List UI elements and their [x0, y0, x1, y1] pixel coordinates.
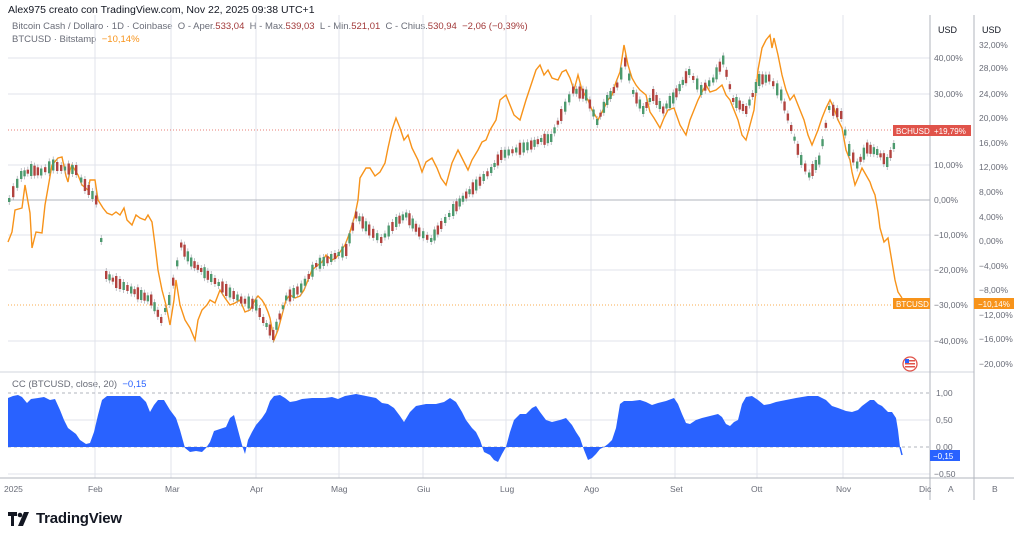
- svg-text:Lug: Lug: [500, 484, 514, 494]
- left-tick: 30,00%: [934, 89, 963, 99]
- indicator-name: CC (BTCUSD, close, 20): [12, 379, 118, 390]
- svg-text:32,00%: 32,00%: [979, 40, 1008, 50]
- svg-text:Mag: Mag: [331, 484, 348, 494]
- tradingview-logo-icon: [8, 511, 29, 526]
- svg-text:0,00: 0,00: [936, 442, 953, 452]
- open-value: 533,04: [215, 21, 245, 32]
- left-scale-labels: USD 40,00% 30,00% 10,00% 0,00% −10,00% −…: [934, 25, 968, 346]
- svg-text:BCHUSD: BCHUSD: [896, 127, 930, 136]
- pane-label-a: A: [948, 484, 954, 494]
- indicator-legend[interactable]: CC (BTCUSD, close, 20) −0,15: [12, 379, 146, 390]
- svg-text:2025: 2025: [4, 484, 23, 494]
- btc-last-badge: BTCUSD −10,14%: [893, 298, 1014, 309]
- left-tick: 0,00%: [934, 195, 959, 205]
- svg-text:4,00%: 4,00%: [979, 212, 1004, 222]
- svg-text:Feb: Feb: [88, 484, 103, 494]
- chart-caption: Alex975 creato con TradingView.com, Nov …: [8, 4, 315, 16]
- tradingview-wordmark: TradingView: [36, 510, 122, 527]
- left-tick: −10,00%: [934, 230, 968, 240]
- svg-text:+19,79%: +19,79%: [934, 127, 966, 136]
- svg-text:Ago: Ago: [584, 484, 599, 494]
- left-tick: −20,00%: [934, 265, 968, 275]
- cc-indicator-area[interactable]: [8, 394, 900, 462]
- low-value: 521,01: [351, 21, 381, 32]
- time-axis-labels: 2025 Feb Mar Apr Mag Giu Lug Ago Set Ott…: [4, 484, 998, 494]
- us-flag-event-icon[interactable]: [902, 356, 918, 372]
- svg-text:Ott: Ott: [751, 484, 763, 494]
- indicator-value: −0,15: [122, 379, 147, 390]
- svg-text:−4,00%: −4,00%: [979, 261, 1009, 271]
- svg-text:1,00: 1,00: [936, 388, 953, 398]
- bchusd-candles[interactable]: [8, 52, 896, 344]
- svg-text:8,00%: 8,00%: [979, 187, 1004, 197]
- btcusd-line[interactable]: [7, 33, 903, 343]
- close-value: 530,94: [427, 21, 457, 32]
- svg-text:−0,50: −0,50: [934, 469, 956, 479]
- svg-text:Set: Set: [670, 484, 683, 494]
- pane-label-b: B: [992, 484, 998, 494]
- left-tick: −40,00%: [934, 336, 968, 346]
- change-value: −2,06 (−0,39%): [462, 21, 528, 32]
- compare-symbol: BTCUSD · Bitstamp: [12, 34, 97, 45]
- tradingview-logo[interactable]: TradingView: [8, 510, 122, 527]
- svg-text:0,00%: 0,00%: [979, 236, 1004, 246]
- compare-series-legend[interactable]: BTCUSD · Bitstamp −10,14%: [12, 34, 140, 45]
- bch-last-badge: BCHUSD +19,79%: [893, 125, 971, 136]
- svg-text:BTCUSD: BTCUSD: [896, 300, 929, 309]
- left-tick: 40,00%: [934, 53, 963, 63]
- svg-text:−8,00%: −8,00%: [979, 285, 1009, 295]
- svg-text:−10,14%: −10,14%: [978, 300, 1010, 309]
- svg-text:−0,15: −0,15: [933, 452, 954, 461]
- open-label: O - Aper.: [177, 21, 216, 32]
- symbol-description: Bitcoin Cash / Dollaro · 1D · Coinbase: [12, 21, 173, 32]
- cc-last-tick: [899, 446, 903, 456]
- left-tick: −30,00%: [934, 300, 968, 310]
- svg-text:20,00%: 20,00%: [979, 113, 1008, 123]
- main-series-legend[interactable]: Bitcoin Cash / Dollaro · 1D · Coinbase O…: [12, 21, 528, 32]
- left-scale-currency: USD: [938, 25, 958, 35]
- high-value: 539,03: [285, 21, 315, 32]
- svg-text:Mar: Mar: [165, 484, 180, 494]
- svg-text:−16,00%: −16,00%: [979, 334, 1013, 344]
- indicator-scale-labels: 1,00 0,50 0,00 −0,50: [934, 388, 956, 479]
- svg-text:16,00%: 16,00%: [979, 138, 1008, 148]
- svg-text:0,50: 0,50: [936, 415, 953, 425]
- right-scale-currency: USD: [982, 25, 1002, 35]
- svg-text:−12,00%: −12,00%: [979, 310, 1013, 320]
- svg-text:Apr: Apr: [250, 484, 263, 494]
- right-scale-labels: USD 32,00% 28,00% 24,00% 20,00% 16,00% 1…: [979, 25, 1013, 369]
- high-label: H - Max.: [249, 21, 286, 32]
- svg-text:Giu: Giu: [417, 484, 431, 494]
- svg-text:Nov: Nov: [836, 484, 852, 494]
- svg-text:Dic: Dic: [919, 484, 932, 494]
- svg-text:−20,00%: −20,00%: [979, 359, 1013, 369]
- low-label: L - Min.: [319, 21, 352, 32]
- close-label: C - Chius.: [385, 21, 428, 32]
- svg-text:24,00%: 24,00%: [979, 89, 1008, 99]
- svg-text:12,00%: 12,00%: [979, 162, 1008, 172]
- cc-last-badge: −0,15: [930, 450, 960, 461]
- svg-text:28,00%: 28,00%: [979, 63, 1008, 73]
- compare-value: −10,14%: [101, 34, 140, 45]
- left-tick: 10,00%: [934, 160, 963, 170]
